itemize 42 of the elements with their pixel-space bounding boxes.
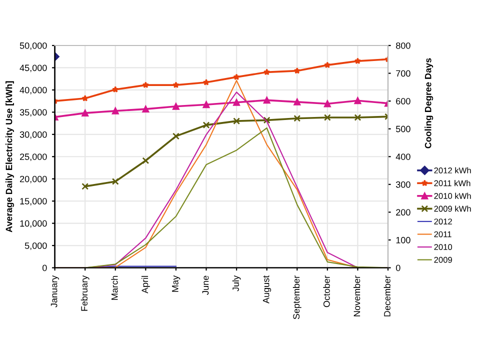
legend-label: 2011 kWh bbox=[434, 180, 470, 186]
x-tick-label: January bbox=[50, 275, 60, 308]
y-tick-label: 0 bbox=[42, 264, 47, 272]
x-tick-label: August bbox=[262, 275, 272, 304]
y2-tick-label: 300 bbox=[396, 181, 410, 188]
y2-tick-label: 600 bbox=[396, 98, 410, 104]
y-tick-label: 35,000 bbox=[20, 109, 47, 117]
x-tick-label: December bbox=[384, 276, 390, 316]
legend-label: 2011 bbox=[434, 231, 452, 238]
x-tick-label: October bbox=[323, 276, 330, 308]
y-tick-label: 20,000 bbox=[20, 176, 47, 184]
legend-label: 2010 bbox=[434, 244, 452, 250]
x-tick-label: April bbox=[141, 276, 150, 294]
legend-label: 2012 kWh bbox=[434, 167, 471, 174]
x-tick-label: July bbox=[232, 275, 241, 292]
y-tick-label: 30,000 bbox=[20, 131, 47, 139]
legend-label: 2009 bbox=[434, 256, 452, 263]
y2-tick-label: 0 bbox=[396, 264, 400, 272]
y-tick-label: 15,000 bbox=[20, 198, 47, 206]
y-axis-title: Average Daily Electricity Use [kWh] bbox=[6, 81, 14, 232]
legend-label: 2009 kWh bbox=[434, 206, 471, 212]
y2-tick-label: 700 bbox=[396, 70, 410, 77]
x-tick-label: February bbox=[80, 275, 90, 311]
y2-tick-label: 400 bbox=[396, 154, 410, 160]
y-tick-label: 25,000 bbox=[20, 154, 47, 162]
y-tick-label: 45,000 bbox=[20, 64, 47, 72]
x-tick-label: March bbox=[111, 276, 118, 300]
y2-axis-title: Cooling Degree Days bbox=[424, 58, 434, 148]
x-tick-label: May bbox=[172, 275, 180, 292]
x-tick-label: November bbox=[354, 276, 360, 316]
legend-label: 2012 bbox=[434, 218, 452, 224]
y-tick-label: 40,000 bbox=[20, 86, 47, 94]
legend-label: 2010 kWh bbox=[434, 192, 471, 199]
y-tick-label: 10,000 bbox=[20, 220, 47, 228]
x-tick-label: September bbox=[292, 276, 302, 320]
y2-tick-label: 200 bbox=[396, 209, 410, 216]
y2-tick-label: 100 bbox=[396, 236, 410, 244]
y2-tick-label: 800 bbox=[396, 42, 410, 49]
y2-tick-label: 500 bbox=[396, 126, 410, 132]
x-tick-label: June bbox=[202, 276, 209, 295]
y-tick-label: 5,000 bbox=[24, 242, 47, 250]
y-tick-label: 50,000 bbox=[20, 42, 47, 50]
